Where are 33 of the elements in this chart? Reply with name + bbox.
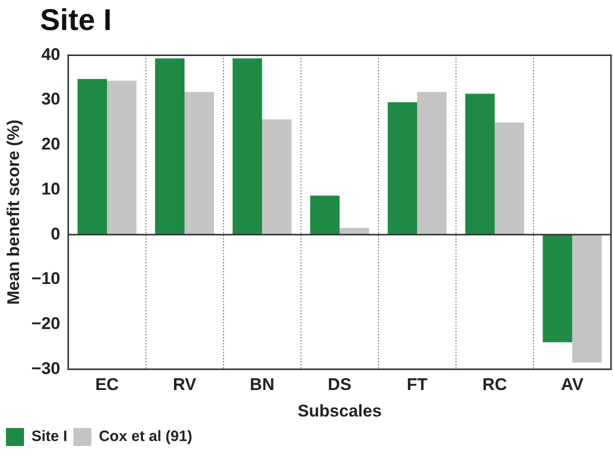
x-tick-label: DS bbox=[328, 375, 352, 394]
bar bbox=[494, 122, 524, 235]
bar bbox=[417, 92, 447, 235]
x-tick-label: RC bbox=[482, 375, 507, 394]
x-tick-label: AV bbox=[561, 375, 584, 394]
y-tick-label: 0 bbox=[50, 224, 60, 244]
x-tick-label: FT bbox=[406, 375, 428, 394]
bar bbox=[388, 102, 418, 235]
bar bbox=[107, 80, 136, 235]
bar bbox=[232, 58, 262, 235]
y-tick-label: 30 bbox=[41, 90, 60, 109]
y-tick-label: −20 bbox=[31, 314, 60, 334]
x-tick-label: BN bbox=[250, 375, 274, 394]
bar bbox=[310, 196, 340, 235]
x-axis-title: Subscales bbox=[298, 401, 382, 420]
bar bbox=[572, 234, 602, 362]
legend-label: Cox et al (91) bbox=[98, 428, 192, 446]
x-tick-label: EC bbox=[95, 375, 119, 394]
bar bbox=[542, 234, 572, 342]
bar bbox=[155, 58, 185, 235]
chart-title: Site I bbox=[40, 4, 112, 38]
legend-label: Site I bbox=[32, 428, 68, 446]
bar bbox=[78, 78, 108, 235]
y-tick-label: 40 bbox=[41, 44, 60, 64]
y-tick-label: 10 bbox=[41, 179, 60, 198]
y-tick-label: −30 bbox=[31, 358, 60, 378]
x-tick-label: RV bbox=[172, 375, 197, 394]
y-axis-title: Mean benefit score (%) bbox=[4, 120, 23, 305]
y-tick-label: 20 bbox=[41, 134, 60, 154]
bar bbox=[262, 119, 292, 235]
y-tick-label: −10 bbox=[31, 269, 60, 288]
bar bbox=[465, 94, 495, 235]
bar bbox=[184, 92, 214, 235]
